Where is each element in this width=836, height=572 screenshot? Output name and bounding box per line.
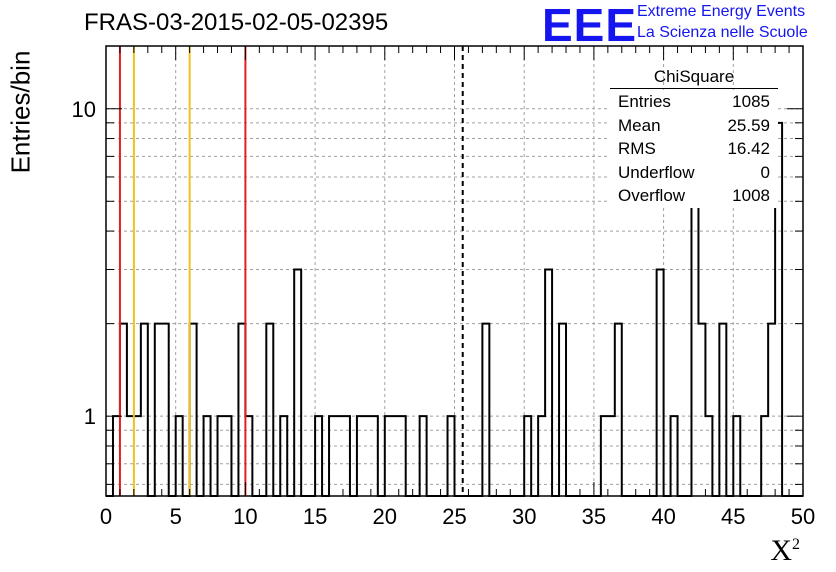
stats-row-underflow: Underflow 0 bbox=[610, 160, 778, 184]
plot-title: FRAS-03-2015-02-05-02395 bbox=[84, 9, 389, 36]
x-tick-label: 25 bbox=[442, 504, 466, 529]
histogram-bin bbox=[695, 324, 702, 496]
x-tick-label: 35 bbox=[582, 504, 606, 529]
eee-logo: EEE bbox=[542, 0, 638, 51]
stats-label: Mean bbox=[618, 115, 661, 135]
stats-value: 0 bbox=[760, 162, 770, 182]
x-tick-label: 15 bbox=[303, 504, 327, 529]
x-axis-label: X2 bbox=[770, 534, 800, 568]
y-tick-label: 1 bbox=[84, 404, 96, 429]
x-axis-label-superscript: 2 bbox=[792, 536, 800, 553]
stats-label: Underflow bbox=[618, 162, 695, 182]
x-tick-label: 0 bbox=[100, 504, 112, 529]
stats-label: Overflow bbox=[618, 186, 686, 205]
x-axis-label-base: X bbox=[770, 534, 792, 567]
stats-row-entries: Entries 1085 bbox=[610, 90, 778, 114]
x-tick-label: 5 bbox=[170, 504, 182, 529]
x-tick-label: 40 bbox=[651, 504, 675, 529]
stats-row-mean: Mean 25.59 bbox=[610, 113, 778, 137]
stats-value: 25.59 bbox=[727, 115, 770, 135]
x-tick-label: 30 bbox=[512, 504, 536, 529]
x-tick-label: 20 bbox=[373, 504, 397, 529]
stats-value: 1085 bbox=[732, 92, 770, 111]
logo-subtitle-line2: La Scienza nelle Scuole bbox=[637, 24, 808, 41]
stats-value: 1008 bbox=[732, 186, 770, 205]
y-tick-label: 10 bbox=[72, 97, 96, 122]
histogram-bin bbox=[158, 324, 165, 496]
stats-row-overflow: Overflow 1008 bbox=[610, 184, 778, 208]
x-tick-label: 10 bbox=[233, 504, 257, 529]
stats-row-rms: RMS 16.42 bbox=[610, 137, 778, 161]
logo-subtitle-line1: Extreme Energy Events bbox=[637, 3, 806, 20]
stats-box-title: ChiSquare bbox=[610, 67, 778, 89]
x-tick-label: 50 bbox=[791, 504, 815, 529]
x-tick-label: 45 bbox=[721, 504, 745, 529]
stats-label: Entries bbox=[618, 92, 671, 111]
stats-label: RMS bbox=[618, 139, 656, 158]
stats-box: ChiSquare Entries 1085 Mean 25.59 RMS 16.42… bbox=[610, 67, 778, 208]
stats-value: 16.42 bbox=[727, 139, 770, 158]
